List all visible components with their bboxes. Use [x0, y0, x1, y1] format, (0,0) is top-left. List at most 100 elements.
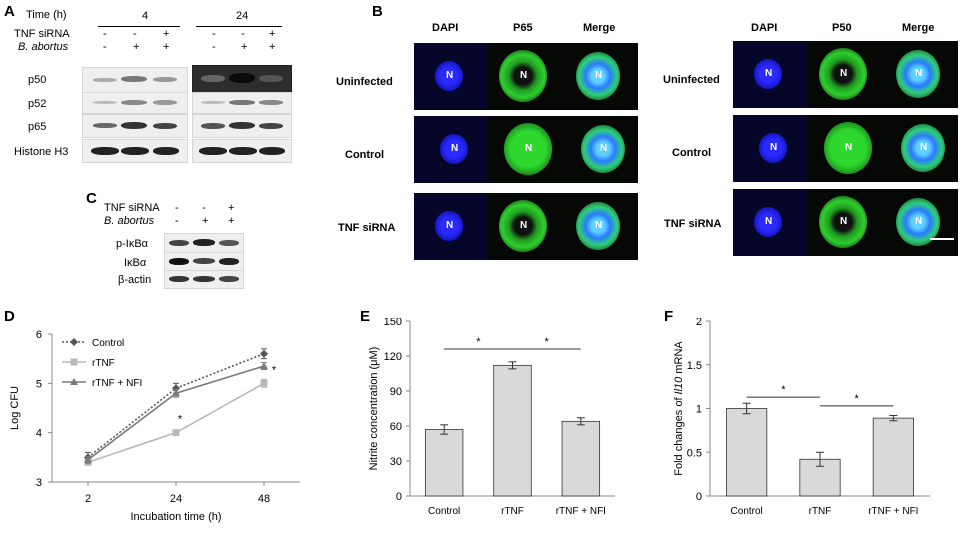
- tnf-sirna-label-c: TNF siRNA: [104, 202, 160, 214]
- scale-bar: [930, 238, 954, 240]
- data-point: [260, 349, 268, 358]
- x-tick-label: rTNF: [501, 506, 524, 517]
- y-tick-label: 6: [36, 329, 42, 341]
- cytoplasm-stain: [819, 196, 867, 248]
- significance-star: *: [545, 336, 550, 348]
- y-tick-label: 120: [384, 351, 402, 363]
- cytoplasm-stain: [499, 200, 547, 252]
- nucleus-label: N: [845, 142, 853, 153]
- merge-stain: [576, 202, 620, 250]
- condition-sign: -: [212, 41, 216, 53]
- nucleus-label: N: [520, 220, 528, 231]
- b-abortus-label-c: B. abortus: [104, 215, 155, 227]
- merge-stain: [581, 125, 625, 173]
- x-axis-label: Incubation time (h): [130, 511, 221, 523]
- y-tick-label: 0: [396, 491, 402, 503]
- x-tick-label: rTNF + NFI: [868, 506, 918, 517]
- y-axis-label: Log CFU: [9, 386, 21, 430]
- nucleus-dapi: [435, 211, 463, 241]
- condition-sign: +: [163, 28, 170, 40]
- condition-sign: +: [241, 41, 248, 53]
- panel-letter-f: F: [664, 308, 674, 325]
- band: [91, 147, 119, 155]
- y-tick-label: 1.5: [687, 360, 702, 372]
- significance-star: *: [855, 393, 860, 405]
- band: [219, 258, 239, 265]
- y-tick-label: 1: [696, 404, 702, 416]
- condition-sign: -: [103, 28, 107, 40]
- series-line: [87, 352, 265, 458]
- nucleus-label: N: [595, 220, 603, 231]
- band: [121, 100, 147, 105]
- row-control-right: Control: [672, 147, 712, 159]
- y-tick-label: 90: [390, 386, 402, 398]
- y-tick-label: 5: [36, 378, 42, 390]
- col-dapi-left: DAPI: [432, 22, 459, 34]
- bar: [493, 364, 532, 497]
- micrograph-green: N: [808, 189, 883, 256]
- band: [93, 101, 117, 104]
- band: [169, 276, 189, 282]
- y-tick-label: 30: [390, 456, 402, 468]
- row-uninfected-left: Uninfected: [336, 76, 393, 88]
- nucleus-label: N: [920, 142, 928, 153]
- nucleus-label: N: [840, 216, 848, 227]
- bar: [561, 420, 601, 497]
- band: [121, 76, 147, 82]
- legend-label: Control: [92, 338, 124, 349]
- row-tnf-sirna-left: TNF siRNA: [338, 222, 396, 234]
- blot-histone-24h: [192, 139, 292, 163]
- blot-p50-4h: [82, 67, 188, 93]
- condition-sign: +: [228, 215, 235, 227]
- blot-ikba: [164, 252, 244, 271]
- time-point-4: 4: [142, 10, 149, 22]
- micrograph-green: N: [488, 116, 563, 183]
- panel-letter-c: C: [86, 190, 97, 207]
- bar: [424, 429, 464, 497]
- y-tick-label: 0.5: [687, 447, 702, 459]
- y-tick-label: 2: [696, 318, 702, 328]
- y-tick-label: 4: [36, 428, 42, 440]
- nucleus-dapi: [759, 133, 787, 163]
- band: [193, 276, 215, 282]
- merge-stain: [901, 124, 945, 172]
- col-p50: P50: [832, 22, 852, 34]
- legend-marker: [70, 358, 78, 366]
- blot-p50-24h: [192, 65, 292, 93]
- blot-label-p52: p52: [28, 98, 47, 110]
- micrograph-merge: N: [883, 115, 958, 182]
- nucleus-label: N: [765, 216, 773, 227]
- y-tick-label: 3: [36, 477, 42, 489]
- y-axis-label: Nitrite concentration (μM): [368, 347, 380, 471]
- chart-f: 0 0.5 1 1.5 2 Control rTNF rTNF + NFI Fold chang…: [673, 318, 930, 517]
- blot-label-p65: p65: [28, 121, 47, 133]
- panel-letter-a: A: [4, 3, 15, 20]
- nucleus-label: N: [840, 68, 848, 79]
- micrograph-merge: N: [563, 43, 638, 110]
- col-merge-right: Merge: [902, 22, 935, 34]
- time-underline-4: [98, 26, 180, 27]
- nucleus-label: N: [765, 68, 773, 79]
- x-tick-label: Control: [428, 506, 460, 517]
- x-tick-label: 2: [85, 493, 91, 505]
- band: [193, 258, 215, 264]
- condition-sign: -: [241, 28, 245, 40]
- time-point-24: 24: [236, 10, 249, 22]
- condition-sign: +: [133, 41, 140, 53]
- y-axis-label-suffix: mRNA: [673, 341, 685, 377]
- chart-e: 0 30 60 90 120 150 Control rTNF rTNF + NFI Nitrit…: [368, 318, 615, 517]
- band: [153, 77, 177, 82]
- time-underline-24: [196, 26, 282, 27]
- micrograph-green: N: [488, 193, 563, 260]
- micrograph-green: N: [808, 115, 883, 182]
- band: [229, 147, 257, 155]
- blot-label-beta-actin: β-actin: [118, 274, 152, 286]
- row-tnf-sirna-right: TNF siRNA: [664, 218, 722, 230]
- band: [93, 78, 117, 82]
- significance-star: *: [272, 364, 277, 376]
- band: [121, 122, 147, 129]
- legend-label: rTNF + NFI: [92, 378, 142, 389]
- panel-letter-b: B: [372, 3, 383, 20]
- col-dapi-right: DAPI: [751, 22, 778, 34]
- panel-letter-e: E: [360, 308, 371, 325]
